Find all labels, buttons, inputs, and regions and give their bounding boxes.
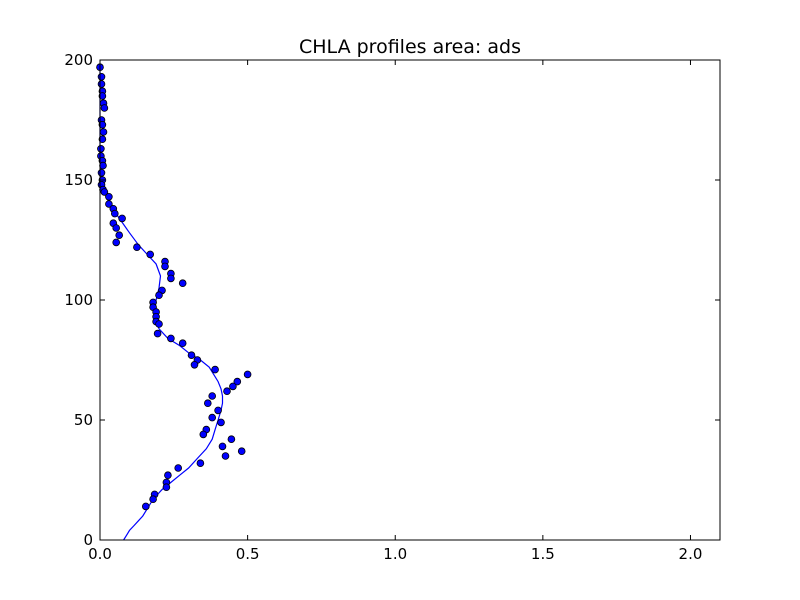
scatter-point <box>149 495 157 504</box>
scatter-point <box>211 365 219 374</box>
scatter-point <box>112 238 120 247</box>
scatter-point <box>98 92 107 100</box>
scatter-point <box>111 209 119 218</box>
scatter-point <box>155 320 163 328</box>
scatter-point <box>97 169 106 177</box>
scatter-point <box>98 135 107 144</box>
scatter-point <box>161 262 169 271</box>
scatter-point <box>243 370 252 379</box>
scatter-point <box>100 104 109 112</box>
scatter-point <box>233 377 242 386</box>
scatter-point <box>153 329 162 338</box>
scatter-point <box>218 442 227 451</box>
x-tick-label: 0.5 <box>236 545 260 563</box>
scatter-point <box>229 382 237 391</box>
scatter-point <box>105 200 113 208</box>
scatter-points-layer <box>96 63 252 511</box>
scatter-point <box>178 279 187 288</box>
y-tick-label: 150 <box>64 171 93 189</box>
scatter-point <box>146 250 155 259</box>
scatter-point <box>196 459 205 468</box>
scatter-point <box>214 406 222 415</box>
scatter-point <box>178 339 187 348</box>
scatter-point <box>142 502 150 511</box>
scatter-point <box>99 161 107 170</box>
scatter-point <box>221 452 230 460</box>
scatter-point <box>237 447 246 456</box>
scatter-point <box>99 128 108 136</box>
x-tick-label: 1.5 <box>531 545 555 563</box>
scatter-point <box>164 471 172 480</box>
scatter-point <box>98 121 107 129</box>
scatter-point <box>167 334 175 343</box>
scatter-point <box>204 399 212 408</box>
scatter-point <box>187 351 196 360</box>
y-tick-label: 0 <box>83 531 93 549</box>
y-tick-label: 50 <box>74 411 93 429</box>
scatter-point <box>105 193 113 201</box>
scatter-point <box>162 483 171 492</box>
scatter-point <box>208 392 217 400</box>
scatter-point <box>112 224 120 232</box>
scatter-point <box>217 418 225 427</box>
scatter-point <box>97 80 106 88</box>
scatter-point <box>115 231 123 240</box>
scatter-point <box>133 243 141 252</box>
scatter-point <box>208 413 217 422</box>
scatter-point <box>155 291 163 300</box>
x-tick-label: 2.0 <box>679 545 703 563</box>
scatter-point <box>118 214 126 223</box>
scatter-point <box>174 464 183 472</box>
scatter-point <box>223 387 231 396</box>
x-tick-label: 1.0 <box>383 545 407 563</box>
scatter-point <box>199 430 208 439</box>
y-tick-label: 100 <box>64 291 93 309</box>
scatter-point <box>190 360 199 369</box>
scatter-point <box>97 73 106 81</box>
y-tick-label: 200 <box>64 51 93 69</box>
chart-title: CHLA profiles area: ads <box>299 36 521 58</box>
scatter-point <box>100 188 109 196</box>
scatter-point <box>167 274 175 283</box>
x-tick-label: 0.0 <box>88 545 112 563</box>
axis-ticks-layer: 0.0 0.5 1.0 1.5 2.0 0 50 100 150 200 <box>64 51 720 563</box>
scatter-point <box>97 145 105 153</box>
scatter-point <box>227 435 236 444</box>
